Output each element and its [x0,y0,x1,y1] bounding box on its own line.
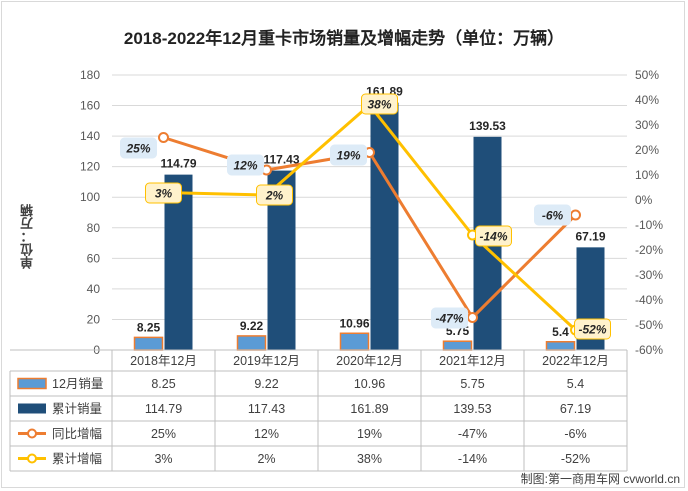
right-axis-tick-label: -10% [635,218,663,232]
left-axis-tick-label: 160 [80,99,100,113]
right-axis-tick-label: 50% [635,68,659,82]
bar-monthly-sales [442,340,473,351]
bar-cumulative-data-label: 139.53 [469,119,506,133]
chart-credit: 制图:第一商用车网 cvworld.cn [520,472,680,486]
bar-cumulative-sales [164,174,193,350]
cumulative-data-label-box [361,93,398,115]
table-cell: 10.96 [354,377,385,391]
bar-monthly-sales [133,336,164,351]
line-cumulative-growth [163,103,577,332]
bar-cumulative-data-label: 67.19 [575,229,605,243]
bar-monthly-sales [545,341,576,351]
yoy-data-label-box [431,307,468,329]
cumulative-data-label-box [145,182,182,204]
cumulative-data-label-box [256,184,293,206]
table-cell: 139.53 [453,402,491,416]
table-cell: -14% [458,452,487,466]
table-cell: 67.19 [560,402,591,416]
table-cell: 9.22 [254,377,278,391]
left-axis-tick-label: 140 [80,129,100,143]
left-axis-tick-label: 100 [80,190,100,204]
table-cell: -47% [458,427,487,441]
table-cell: 161.89 [350,402,388,416]
yoy-data-label-box [534,204,571,226]
bar-cumulative-data-label: 117.43 [263,153,299,167]
cumulative-data-label: 2% [265,189,284,203]
table-cell: 114.79 [145,402,182,416]
table-row-label: 累计销量 [52,402,102,416]
category-label: 2022年12月 [542,354,609,368]
table-cell: -52% [561,452,590,466]
yoy-data-label: -6% [542,209,564,223]
yoy-data-label: -47% [435,312,463,326]
right-axis-tick-label: -30% [635,268,663,282]
yoy-data-label-box [120,137,157,159]
category-label: 2021年12月 [439,354,506,368]
category-label: 2018年12月 [130,354,197,368]
table-row-label: 12月销量 [52,377,103,391]
left-axis-tick-label: 180 [80,68,100,82]
line-yoy-marker [570,209,581,221]
table-cell: 12% [254,427,279,441]
legend-key-marker [27,453,37,464]
category-label: 2020年12月 [336,354,403,368]
bar-monthly-sales [339,332,370,351]
cumulative-data-label-box [475,225,512,247]
right-axis-tick-label: 40% [635,93,659,107]
cumulative-data-label: -52% [578,323,606,337]
table-cell: -6% [564,427,586,441]
table-cell: 19% [357,427,382,441]
right-axis-tick-label: -50% [635,318,663,332]
right-axis-tick-label: -60% [635,343,663,357]
table-row-label: 同比增幅 [52,426,102,441]
table-cell: 117.43 [248,402,285,416]
chart-title: 2018-2022年12月重卡市场销量及增幅走势（单位：万辆） [123,29,565,48]
bar-cumulative-sales [370,102,399,350]
line-yoy-marker [158,132,169,143]
category-label: 2019年12月 [233,354,300,368]
table-cell: 5.4 [567,377,584,391]
bar-monthly-data-label: 10.96 [339,316,369,330]
legend-key-cumulative-sales [18,403,46,414]
table-cell: 38% [357,452,382,466]
yoy-data-label-box [227,154,264,176]
table-cell: 25% [151,427,176,441]
table-cell: 3% [154,452,172,466]
yoy-data-label: 12% [233,159,257,173]
bar-monthly-data-label: 8.25 [137,320,161,334]
bar-monthly-sales [236,335,267,351]
left-axis-tick-label: 80 [87,221,101,235]
table-cell: 2% [257,452,275,466]
right-axis-tick-label: 30% [635,118,659,132]
table-row-label: 累计增幅 [52,451,102,466]
left-axis-tick-label: 20 [87,312,101,326]
right-axis-tick-label: 0% [635,193,653,207]
cumulative-data-label-box [574,318,611,340]
left-axis-tick-label: 120 [80,160,100,174]
right-axis-tick-label: -20% [635,243,663,257]
bar-monthly-data-label: 5.4 [552,325,569,339]
left-axis-tick-label: 40 [87,282,101,296]
table-cell: 8.25 [151,377,175,391]
yoy-data-label-box [330,144,367,166]
bar-monthly-data-label: 9.22 [240,319,264,333]
legend-key-monthly-sales [17,377,47,390]
right-axis-tick-label: 20% [635,143,659,157]
left-axis-tick-label: 60 [87,251,101,265]
line-yoy-marker [467,312,478,323]
yoy-data-label: 19% [336,149,360,163]
right-axis-tick-label: -40% [635,293,663,307]
cumulative-data-label: -14% [479,230,507,244]
cumulative-data-label: 38% [367,98,391,112]
cumulative-data-label: 3% [155,187,173,201]
table-cell: 5.75 [460,377,484,391]
bar-cumulative-data-label: 114.79 [160,157,196,171]
yoy-data-label: 25% [125,142,150,156]
right-axis-tick-label: 10% [635,168,659,182]
legend-key-marker [27,428,37,439]
